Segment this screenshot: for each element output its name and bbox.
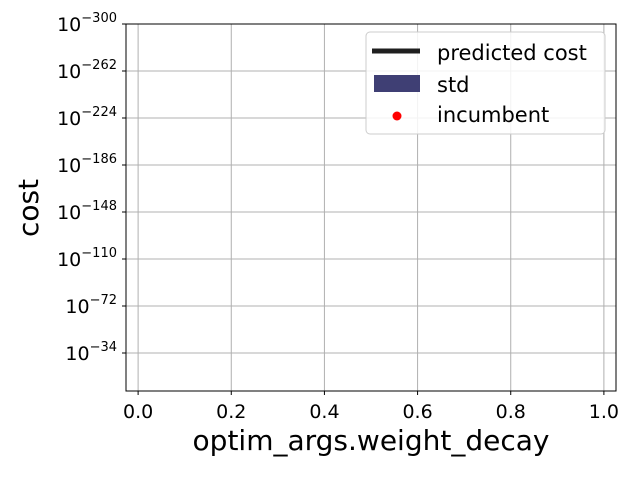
y-tick-label: 10−110: [57, 246, 117, 271]
legend: predicted cost std incumbent: [365, 31, 606, 135]
y-tick-label: 10−34: [65, 340, 117, 365]
axes-frame: [125, 23, 617, 392]
x-tick-label: 1.0: [589, 401, 619, 423]
legend-std-label: std: [437, 73, 470, 97]
y-axis-ticks: 10−34 10−72 10−110 10−148 10−186 10−224 10−262…: [57, 11, 126, 365]
legend-incumbent-label: incumbent: [437, 103, 549, 127]
legend-incumbent-marker: [392, 111, 402, 121]
x-tick-label: 0.0: [123, 401, 153, 423]
x-tick-label: 0.8: [496, 401, 526, 423]
legend-box: [365, 31, 606, 135]
x-tick-label: 0.2: [216, 401, 246, 423]
y-tick-label: 10−300: [57, 11, 117, 36]
legend-predicted-cost-label: predicted cost: [437, 41, 587, 65]
y-axis-label: cost: [12, 179, 45, 237]
y-tick-label: 10−72: [65, 293, 117, 318]
x-tick-label: 0.6: [402, 401, 432, 423]
legend-std-swatch: [374, 75, 420, 92]
y-tick-label: 10−148: [57, 199, 117, 224]
y-tick-label: 10−186: [57, 152, 117, 177]
y-tick-label: 10−262: [57, 58, 117, 83]
x-axis-ticks: 0.0 0.2 0.4 0.6 0.8 1.0: [123, 391, 619, 423]
y-tick-label: 10−224: [57, 105, 117, 130]
x-axis-label: optim_args.weight_decay: [193, 424, 550, 457]
x-tick-label: 0.4: [309, 401, 339, 423]
